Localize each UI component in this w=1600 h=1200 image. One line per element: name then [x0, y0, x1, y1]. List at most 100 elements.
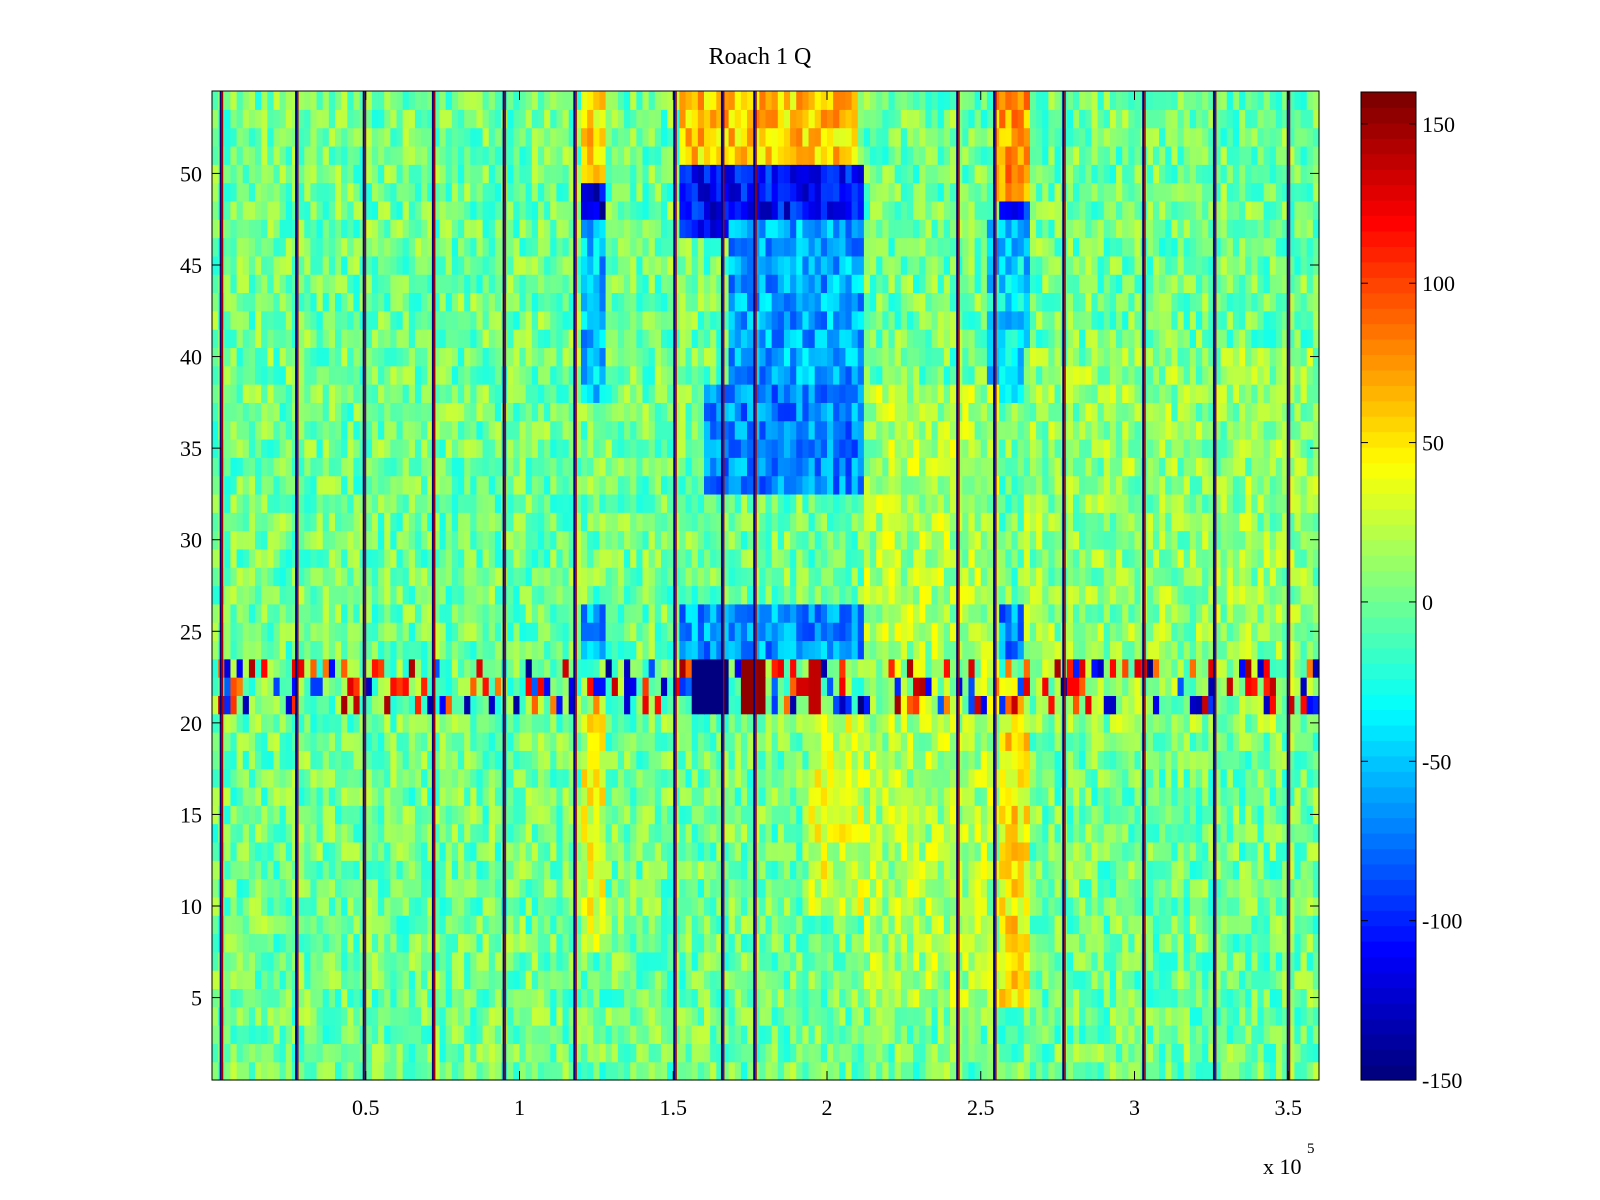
heatmap-cell [482, 695, 490, 715]
heatmap-cell [433, 823, 441, 843]
heatmap-cell [1023, 896, 1031, 916]
heatmap-cell [771, 567, 779, 587]
heatmap-cell [820, 860, 828, 880]
heatmap-cell [1183, 805, 1191, 825]
heatmap-cell [328, 805, 336, 825]
heatmap-cell [1159, 860, 1166, 880]
heatmap-cell [863, 896, 871, 916]
heatmap-cell [390, 585, 398, 605]
heatmap-cell [328, 1025, 336, 1044]
heatmap-cell [464, 658, 471, 678]
heatmap-cell [544, 841, 551, 861]
heatmap-cell [1232, 860, 1240, 880]
heatmap-cell [587, 713, 594, 733]
heatmap-cell [1011, 896, 1019, 916]
heatmap-cell [894, 951, 902, 971]
heatmap-cell [863, 768, 871, 788]
heatmap-cell [488, 567, 496, 587]
heatmap-cell [255, 622, 262, 642]
heatmap-cell [913, 786, 920, 806]
heatmap-cell [783, 988, 791, 1008]
heatmap-cell [1159, 823, 1166, 843]
heatmap-cell [617, 878, 625, 898]
heatmap-cell [335, 841, 342, 861]
heatmap-cell [1183, 1061, 1191, 1081]
heatmap-cell [1208, 750, 1216, 770]
heatmap-cell [347, 1006, 355, 1026]
heatmap-cell [562, 951, 570, 971]
heatmap-cell [458, 768, 465, 788]
heatmap-cell [1122, 896, 1129, 916]
heatmap-cell [365, 823, 373, 843]
heatmap-cell [248, 622, 256, 642]
heatmap-cell [248, 805, 256, 825]
heatmap-cell [279, 1025, 287, 1044]
heatmap-cell [790, 860, 797, 880]
heatmap-cell [863, 970, 871, 990]
heatmap-cell [943, 915, 951, 935]
heatmap-cell [937, 1025, 945, 1044]
heatmap-cell [1097, 750, 1105, 770]
heatmap-cell [630, 585, 637, 605]
heatmap-cell [771, 1043, 779, 1063]
heatmap-cell [488, 677, 496, 696]
heatmap-cell [1036, 567, 1043, 587]
heatmap-cell [1245, 896, 1252, 916]
heatmap-cell [525, 768, 533, 788]
heatmap-cell [1165, 1006, 1172, 1026]
heatmap-cell [937, 915, 945, 935]
heatmap-cell [298, 933, 305, 953]
heatmap-cell [827, 805, 834, 825]
heatmap-cell [796, 622, 803, 642]
heatmap-cell [316, 622, 324, 642]
heatmap-cell [593, 768, 601, 788]
heatmap-cell [1042, 1043, 1049, 1063]
heatmap-cell [906, 1006, 914, 1026]
heatmap-cell [371, 677, 379, 696]
heatmap-cell [421, 603, 428, 623]
heatmap-cell [1214, 713, 1222, 733]
heatmap-cell [384, 750, 391, 770]
heatmap-cell [734, 823, 742, 843]
heatmap-cell [488, 695, 496, 715]
heatmap-cell [1202, 603, 1209, 623]
heatmap-cell [654, 1061, 662, 1081]
heatmap-cell [796, 658, 803, 678]
heatmap-cell [408, 860, 416, 880]
heatmap-cell [341, 841, 348, 861]
heatmap-cell [1232, 951, 1240, 971]
heatmap-cell [845, 622, 853, 642]
heatmap-cell [808, 750, 816, 770]
heatmap-cell [931, 640, 939, 660]
heatmap-cell [667, 1061, 674, 1081]
heatmap-cell [1122, 878, 1129, 898]
heatmap-cell [710, 860, 717, 880]
heatmap-cell [691, 786, 699, 806]
heatmap-cell [396, 567, 404, 587]
heatmap-cell [390, 640, 398, 660]
heatmap-cell [261, 1025, 268, 1044]
heatmap-cell [433, 988, 441, 1008]
heatmap-cell [796, 823, 803, 843]
heatmap-cell [777, 1025, 785, 1044]
heatmap-cell [642, 786, 650, 806]
heatmap-cell [1029, 567, 1037, 587]
heatmap-cell [212, 585, 219, 605]
heatmap-cell [857, 786, 865, 806]
heatmap-cell [458, 1061, 465, 1081]
heatmap-cell [1300, 805, 1308, 825]
heatmap-cell [783, 970, 791, 990]
heatmap-cell [1306, 933, 1314, 953]
heatmap-cell [630, 567, 637, 587]
heatmap-cell [1005, 878, 1013, 898]
heatmap-cell [519, 786, 527, 806]
heatmap-cell [630, 1061, 637, 1081]
heatmap-cell [968, 603, 976, 623]
heatmap-cell [482, 750, 490, 770]
heatmap-cell [581, 713, 588, 733]
heatmap-cell [322, 640, 330, 660]
heatmap-cell [556, 970, 564, 990]
heatmap-cell [636, 732, 644, 751]
heatmap-cell [1152, 786, 1160, 806]
heatmap-cell [783, 713, 791, 733]
